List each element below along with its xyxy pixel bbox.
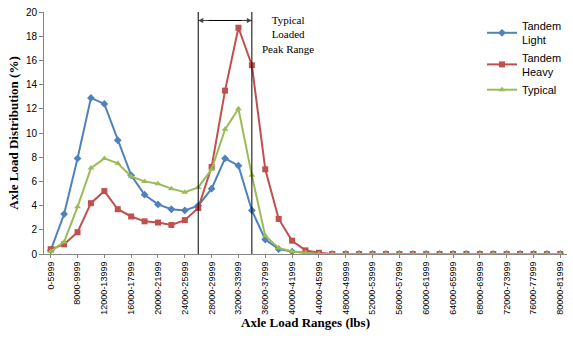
svg-text:14: 14 [26,79,38,90]
svg-text:2: 2 [31,224,37,235]
svg-text:6: 6 [31,176,37,187]
svg-text:Typical: Typical [522,84,556,96]
svg-text:28000-29999: 28000-29999 [207,262,217,315]
svg-text:36000-37999: 36000-37999 [260,262,270,315]
svg-text:56000-57999: 56000-57999 [394,262,404,315]
svg-text:20000-21999: 20000-21999 [153,262,163,315]
svg-text:40000-41999: 40000-41999 [287,262,297,315]
svg-text:Axle Load Distribution (%): Axle Load Distribution (%) [6,56,21,209]
svg-text:52000-53999: 52000-53999 [367,262,377,315]
svg-text:12000-13999: 12000-13999 [99,262,109,315]
svg-text:0-5999: 0-5999 [46,262,56,290]
svg-text:24000-25999: 24000-25999 [180,262,190,315]
svg-text:8000-9999: 8000-9999 [72,262,82,305]
svg-text:72000-73999: 72000-73999 [502,262,512,315]
svg-text:60000-61999: 60000-61999 [421,262,431,315]
svg-text:18: 18 [26,31,38,42]
svg-text:TandemHeavy: TandemHeavy [522,52,561,78]
svg-text:4: 4 [31,200,37,211]
svg-text:64000-65999: 64000-65999 [448,262,458,315]
svg-text:16000-17999: 16000-17999 [126,262,136,315]
svg-text:32000-33999: 32000-33999 [233,262,243,315]
svg-text:10: 10 [26,128,38,139]
svg-text:48000-49999: 48000-49999 [341,262,351,315]
svg-text:12: 12 [26,103,38,114]
svg-text:TypicalLoadedPeak Range: TypicalLoadedPeak Range [262,14,314,55]
svg-text:TandemLight: TandemLight [522,20,561,46]
svg-text:20: 20 [26,7,38,18]
svg-text:0: 0 [31,249,37,260]
svg-text:68000-69999: 68000-69999 [475,262,485,315]
svg-text:44000-45999: 44000-45999 [314,262,324,315]
svg-text:16: 16 [26,55,38,66]
svg-text:76000-77999: 76000-77999 [528,262,538,315]
svg-text:8: 8 [31,152,37,163]
svg-text:Axle Load Ranges (lbs): Axle Load Ranges (lbs) [241,315,370,330]
svg-text:80000-81999: 80000-81999 [555,262,565,315]
